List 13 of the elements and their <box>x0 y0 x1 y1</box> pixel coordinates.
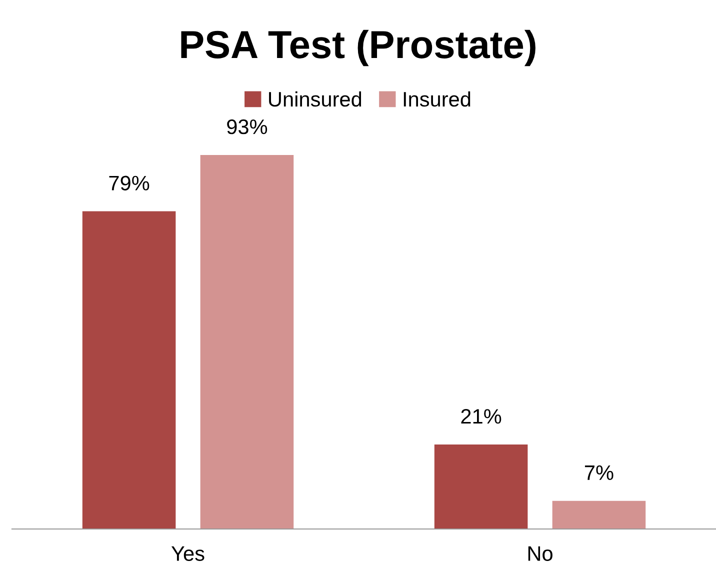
data-label: 93% <box>227 119 268 134</box>
bar <box>200 154 294 529</box>
legend-label: Insured <box>404 91 470 107</box>
data-label: 21% <box>461 409 502 424</box>
bar <box>434 444 528 529</box>
data-label: 79% <box>109 176 150 190</box>
bar <box>82 211 176 529</box>
x-tick-label: Yes <box>171 546 204 561</box>
x-tick-label: No <box>528 546 552 561</box>
data-label: 7% <box>584 465 614 480</box>
chart-title: PSA Test (Prostate) <box>181 30 536 66</box>
bar <box>552 500 646 529</box>
legend-label: Uninsured <box>269 91 362 107</box>
